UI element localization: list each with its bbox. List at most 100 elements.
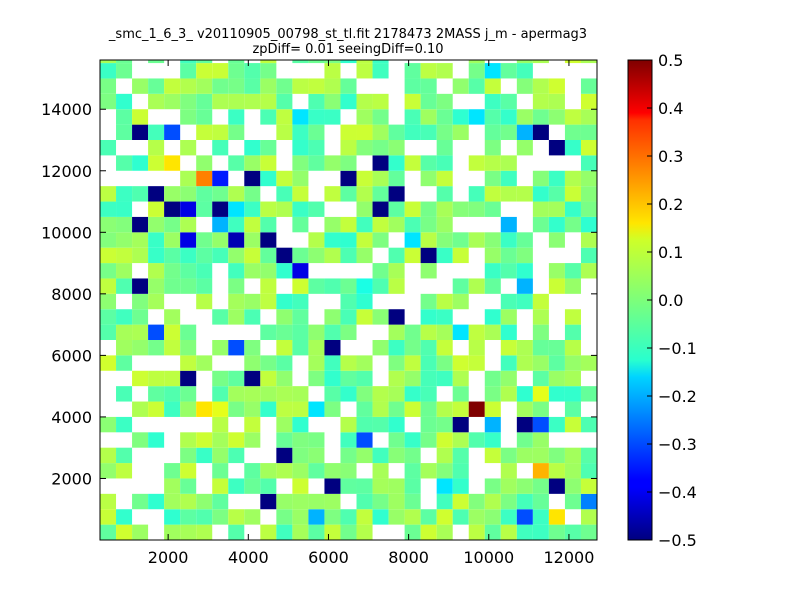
heatmap-cell bbox=[324, 155, 341, 171]
heatmap-cell bbox=[244, 247, 261, 264]
heatmap-cell bbox=[324, 524, 341, 540]
heatmap-cell bbox=[356, 447, 373, 464]
heatmap-cell bbox=[580, 216, 597, 233]
heatmap-cell bbox=[260, 293, 277, 310]
heatmap-cell bbox=[244, 263, 261, 279]
heatmap-cell bbox=[180, 78, 197, 94]
heatmap-cell bbox=[436, 463, 453, 479]
heatmap-cell bbox=[356, 186, 373, 202]
heatmap-cell bbox=[372, 340, 389, 356]
heatmap-cell bbox=[468, 155, 485, 171]
heatmap-cell bbox=[340, 463, 357, 479]
heatmap-cell bbox=[276, 309, 293, 325]
heatmap-cell bbox=[196, 432, 213, 448]
heatmap-cell bbox=[276, 416, 293, 433]
heatmap-cell bbox=[196, 93, 213, 110]
heatmap-cell bbox=[132, 493, 149, 510]
heatmap-cell bbox=[500, 370, 517, 387]
heatmap-cell bbox=[132, 124, 149, 140]
heatmap-cell bbox=[436, 416, 453, 433]
heatmap-cell bbox=[228, 186, 245, 202]
heatmap-cell bbox=[164, 93, 181, 110]
heatmap-cell bbox=[116, 93, 133, 110]
heatmap-cell bbox=[148, 60, 165, 64]
colorbar-tick-label: −0.2 bbox=[658, 387, 697, 406]
heatmap-cell bbox=[500, 463, 517, 479]
heatmap-cell bbox=[564, 216, 581, 233]
heatmap-cell bbox=[116, 324, 133, 340]
heatmap-cell bbox=[452, 370, 469, 387]
heatmap-cell bbox=[260, 278, 277, 294]
heatmap-cell bbox=[196, 201, 213, 217]
y-tick-label: 4000 bbox=[51, 408, 92, 427]
heatmap-cell bbox=[260, 386, 277, 402]
heatmap-cell bbox=[340, 155, 357, 171]
colorbar-tick-label: 0.5 bbox=[658, 51, 683, 70]
heatmap-cell bbox=[500, 232, 517, 248]
heatmap-cell bbox=[484, 493, 501, 510]
heatmap-cell bbox=[340, 247, 357, 264]
heatmap-cell bbox=[340, 93, 357, 110]
heatmap-cell bbox=[212, 247, 229, 264]
heatmap-cell bbox=[148, 216, 165, 233]
heatmap-cell bbox=[132, 324, 149, 340]
heatmap-cell bbox=[116, 263, 133, 279]
heatmap-cell bbox=[340, 370, 357, 387]
heatmap-cell bbox=[196, 401, 213, 417]
heatmap-cell bbox=[388, 355, 405, 371]
y-tick-label: 12000 bbox=[41, 162, 92, 181]
heatmap-cell bbox=[580, 416, 597, 433]
chart-subtitle: zpDiff= 0.01 seeingDiff=0.10 bbox=[252, 42, 443, 57]
heatmap-cell bbox=[548, 524, 565, 540]
heatmap-cell bbox=[308, 201, 325, 217]
heatmap-cell bbox=[244, 340, 261, 356]
heatmap-cell bbox=[292, 201, 309, 217]
heatmap-cell bbox=[564, 370, 581, 387]
heatmap-cell bbox=[244, 78, 261, 94]
heatmap-cell bbox=[500, 263, 517, 279]
heatmap-cell bbox=[532, 463, 549, 479]
heatmap-cell bbox=[228, 478, 245, 494]
heatmap-cell bbox=[548, 109, 565, 125]
heatmap-cell bbox=[228, 93, 245, 110]
heatmap-cell bbox=[196, 186, 213, 202]
heatmap-cell bbox=[340, 124, 357, 140]
heatmap-cell bbox=[564, 340, 581, 356]
heatmap-cell bbox=[532, 355, 549, 371]
heatmap-cell bbox=[436, 109, 453, 125]
heatmap-cell bbox=[100, 278, 117, 294]
heatmap-cell bbox=[116, 232, 133, 248]
heatmap-cell bbox=[388, 386, 405, 402]
heatmap-cell bbox=[196, 355, 213, 371]
heatmap-cell bbox=[324, 493, 341, 510]
heatmap-cell bbox=[244, 293, 261, 310]
heatmap-cell bbox=[308, 324, 325, 340]
heatmap-cell bbox=[148, 278, 165, 294]
heatmap-cell bbox=[324, 78, 341, 94]
heatmap-cell bbox=[564, 463, 581, 479]
colorbar-axis: 0.5 0.4 0.3 0.2 0.1 0.0 −0.1 −0.2 −0.3 −0.4 −0.5 bbox=[647, 51, 697, 550]
heatmap-cell bbox=[580, 355, 597, 371]
heatmap-cell bbox=[244, 201, 261, 217]
heatmap-cell bbox=[484, 432, 501, 448]
heatmap-cell bbox=[388, 370, 405, 387]
heatmap-cell bbox=[468, 493, 485, 510]
heatmap-cell bbox=[420, 109, 437, 125]
heatmap-cell bbox=[452, 109, 469, 125]
heatmap-cell bbox=[196, 524, 213, 540]
heatmap-cell bbox=[516, 340, 533, 356]
heatmap-cell bbox=[324, 386, 341, 402]
heatmap-cell bbox=[452, 493, 469, 510]
heatmap-cell bbox=[436, 493, 453, 510]
heatmap-cell bbox=[500, 309, 517, 325]
heatmap-cell bbox=[260, 109, 277, 125]
heatmap-cell bbox=[532, 60, 549, 64]
heatmap-cell bbox=[404, 370, 421, 387]
heatmap-cell bbox=[148, 186, 165, 202]
heatmap-cell bbox=[276, 370, 293, 387]
heatmap-cell bbox=[388, 324, 405, 340]
heatmap-cell bbox=[468, 324, 485, 340]
heatmap-cell bbox=[548, 447, 565, 464]
heatmap-cell bbox=[580, 201, 597, 217]
heatmap-cell bbox=[532, 170, 549, 187]
